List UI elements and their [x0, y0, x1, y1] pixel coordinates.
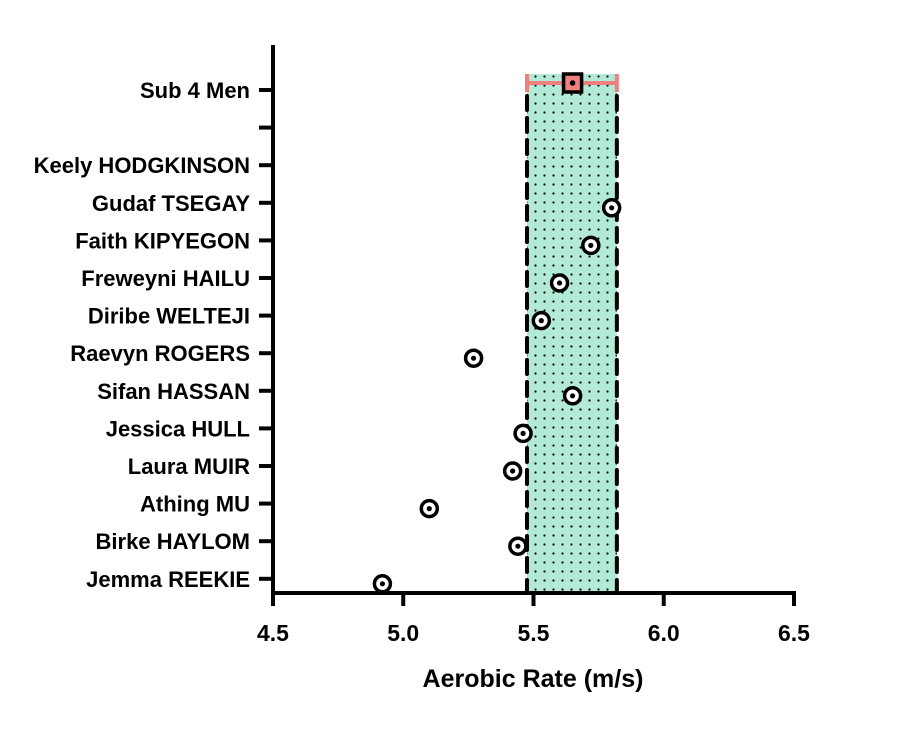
y-tick-label: Keely HODGKINSON — [34, 153, 250, 178]
y-tick-label: Jemma REEKIE — [86, 567, 250, 592]
x-tick-label: 6.0 — [648, 620, 680, 646]
y-tick-label: Freweyni HAILU — [81, 266, 250, 291]
data-point-center — [520, 430, 526, 436]
data-point-center — [510, 468, 516, 474]
x-tick-label: 6.5 — [778, 620, 810, 646]
data-point-center — [515, 543, 521, 549]
y-tick-label: Athing MU — [140, 492, 250, 517]
reference-band-dots — [526, 74, 617, 593]
data-point-center — [588, 242, 594, 248]
y-tick-label: Diribe WELTEJI — [88, 304, 250, 329]
data-point-center — [379, 581, 386, 587]
data-point-center — [556, 280, 563, 286]
y-tick-label: Birke HAYLOM — [96, 529, 250, 554]
y-tick-label: Faith KIPYEGON — [75, 228, 250, 253]
data-point-center — [470, 355, 477, 361]
x-tick-label: 5.5 — [518, 620, 550, 646]
y-tick-label: Jessica HULL — [106, 416, 250, 441]
data-point-center — [538, 318, 544, 324]
y-tick-label: Sifan HASSAN — [97, 379, 250, 404]
y-tick-label: Raevyn ROGERS — [70, 341, 250, 366]
y-tick-label: Sub 4 Men — [140, 78, 250, 103]
x-tick-label: 4.5 — [257, 620, 289, 646]
y-tick-label: Gudaf TSEGAY — [92, 191, 250, 216]
reference-mean-dot — [569, 80, 576, 86]
y-tick-label: Laura MUIR — [128, 454, 250, 479]
data-point-center — [426, 506, 432, 512]
x-axis-label: Aerobic Rate (m/s) — [423, 665, 644, 693]
data-point-center — [609, 205, 615, 211]
data-point-center — [569, 393, 576, 399]
x-tick-label: 5.0 — [387, 620, 419, 646]
